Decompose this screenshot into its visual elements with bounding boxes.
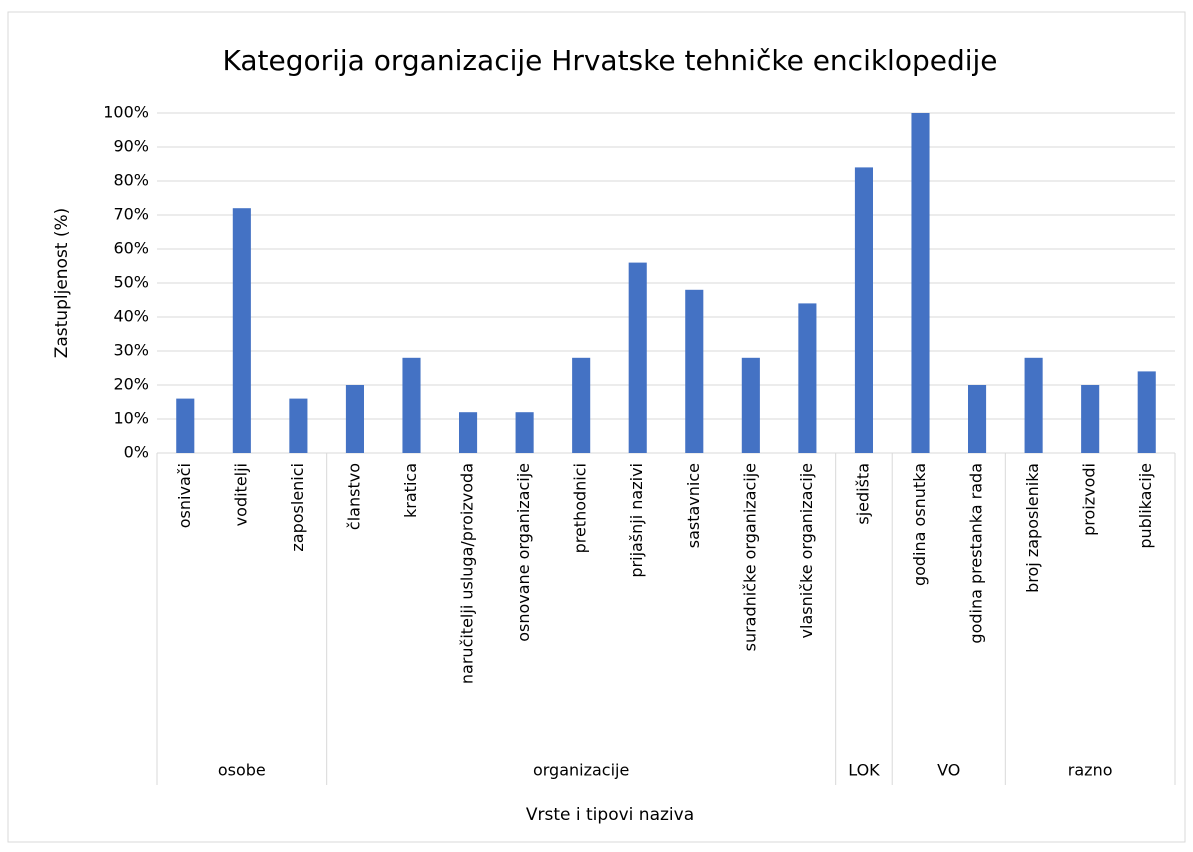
x-tick-label: sjedišta (853, 463, 872, 525)
x-tick-label: suradničke organizacije (740, 463, 759, 651)
bar (459, 412, 478, 453)
bar (1137, 371, 1156, 453)
chart-title: Kategorija organizacije Hrvatske tehničk… (222, 44, 997, 77)
y-tick-label: 20% (113, 375, 149, 394)
y-tick-label: 100% (103, 103, 149, 122)
bar (1081, 385, 1100, 453)
group-label: organizacije (533, 761, 629, 780)
group-label: razno (1068, 761, 1113, 780)
x-tick-label: sastavnice (684, 463, 703, 548)
y-tick-label: 50% (113, 273, 149, 292)
x-tick-label: zaposlenici (288, 463, 307, 552)
y-tick-label: 10% (113, 409, 149, 428)
bar (176, 398, 195, 453)
y-tick-label: 40% (113, 307, 149, 326)
x-tick-label: godina prestanka rada (967, 463, 986, 644)
bar (911, 113, 930, 453)
x-tick-label: prijašnji nazivi (627, 463, 646, 578)
y-tick-label: 70% (113, 205, 149, 224)
bar (1024, 357, 1043, 453)
bar (854, 167, 873, 453)
x-axis-title: Vrste i tipovi naziva (526, 805, 694, 825)
x-tick-label: broj zaposlenika (1023, 463, 1042, 593)
group-label: LOK (848, 761, 880, 780)
x-tick-label: osnivači (175, 463, 194, 528)
y-tick-label: 90% (113, 137, 149, 156)
x-tick-label: prethodnici (571, 463, 590, 553)
bar (232, 208, 251, 453)
y-tick-label: 80% (113, 171, 149, 190)
x-tick-label: naručitelji usluga/proizvoda (458, 463, 477, 684)
x-tick-label: publikacije (1136, 463, 1155, 549)
chart-border (7, 11, 1186, 843)
group-label: VO (937, 761, 960, 780)
bar (685, 289, 704, 453)
bar (345, 385, 364, 453)
bar (572, 357, 591, 453)
y-tick-label: 30% (113, 341, 149, 360)
bar (515, 412, 534, 453)
bar (628, 262, 647, 453)
x-tick-label: proizvodi (1080, 463, 1099, 536)
x-tick-label: članstvo (344, 463, 363, 530)
group-label: osobe (218, 761, 266, 780)
bar (289, 398, 308, 453)
y-tick-label: 0% (124, 443, 149, 462)
x-tick-label: kratica (401, 463, 420, 518)
bar (798, 303, 817, 453)
y-axis-title: Zastupljenost (%) (52, 208, 72, 359)
x-tick-label: vlasničke organizacije (797, 463, 816, 638)
y-tick-label: 60% (113, 239, 149, 258)
bar (968, 385, 987, 453)
x-tick-label: godina osnutka (910, 463, 929, 586)
bar (402, 357, 421, 453)
bar (741, 357, 760, 453)
x-tick-label: voditelji (231, 463, 250, 526)
x-tick-label: osnovane organizacije (514, 463, 533, 642)
